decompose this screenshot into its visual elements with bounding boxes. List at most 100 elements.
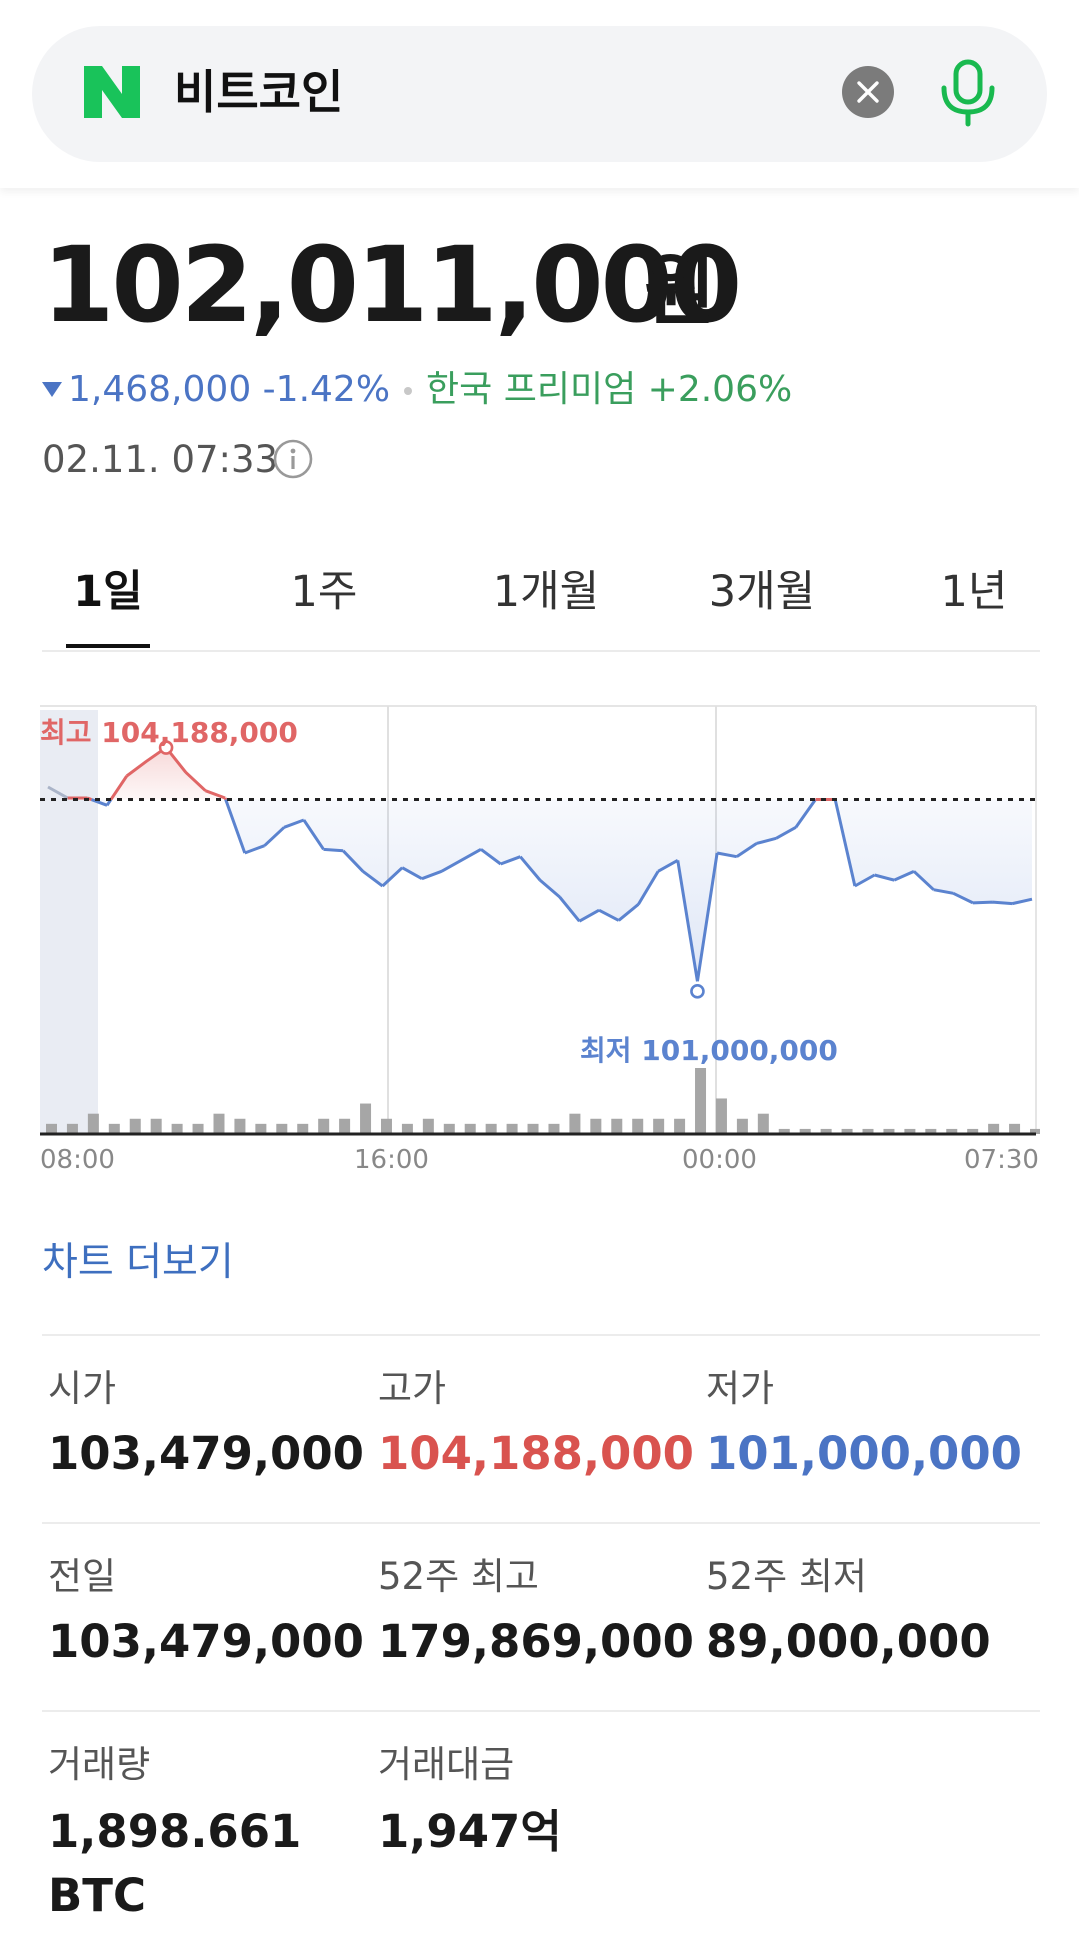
stat-label-low: 저가	[706, 1367, 775, 1410]
down-arrow-icon	[42, 381, 62, 397]
current-price: 102,011,000	[42, 224, 742, 346]
low-label: 최저 101,000,000	[580, 1034, 838, 1067]
area-below-reference	[91, 799, 1032, 982]
volume-bar	[401, 1123, 413, 1134]
volume-bar	[736, 1118, 748, 1134]
info-icon[interactable]	[272, 438, 314, 480]
volume-bar	[904, 1128, 916, 1134]
volume-bar	[1030, 1128, 1040, 1134]
volume-bar	[213, 1113, 225, 1134]
pre-market-shade	[40, 710, 98, 1134]
stats-divider-1	[42, 1522, 1040, 1524]
premium-label: 한국 프리미엄	[426, 369, 637, 410]
volume-bar	[674, 1118, 686, 1134]
volume-bar	[255, 1123, 267, 1134]
stat-value-prev-close: 103,479,000	[48, 1615, 364, 1668]
active-tab-indicator	[66, 644, 150, 648]
volume-bar	[925, 1128, 937, 1134]
volume-bar	[946, 1128, 958, 1134]
period-tabs: 1일 1주 1개월 3개월 1년	[42, 560, 1040, 652]
x-tick-0800: 08:00	[40, 1145, 115, 1175]
volume-bar	[192, 1123, 204, 1134]
tab-1-day[interactable]: 1일	[73, 567, 143, 617]
volume-bar	[590, 1118, 602, 1134]
volume-bar	[632, 1118, 644, 1134]
stat-label-trade-value: 거래대금	[378, 1743, 515, 1786]
volume-bar	[862, 1128, 874, 1134]
volume-bars	[46, 1068, 1040, 1134]
stat-value-volume: 1,898.661	[48, 1805, 302, 1858]
change-percent: -1.42%	[262, 369, 391, 410]
volume-bar	[297, 1123, 309, 1134]
volume-bar	[883, 1128, 895, 1134]
stat-value-volume-unit: BTC	[48, 1869, 147, 1922]
volume-bar	[820, 1128, 832, 1134]
volume-bar	[1009, 1123, 1021, 1134]
volume-bar	[150, 1118, 162, 1134]
quote-datetime: 02.11. 07:33	[42, 438, 279, 481]
chart-more-link[interactable]: 차트 더보기	[42, 1240, 234, 1285]
chart-background	[40, 700, 1040, 1134]
clear-icon[interactable]	[842, 66, 894, 118]
naver-logo-icon[interactable]	[82, 64, 142, 120]
search-query[interactable]: 비트코인	[174, 65, 344, 119]
change-amount: 1,468,000	[68, 369, 252, 410]
volume-bar	[318, 1118, 330, 1134]
volume-bar	[527, 1123, 539, 1134]
volume-bar	[841, 1128, 853, 1134]
x-tick-0730: 07:30	[964, 1145, 1039, 1175]
area-above-reference	[67, 747, 836, 800]
tab-1-week[interactable]: 1주	[290, 567, 358, 617]
volume-bar	[778, 1128, 790, 1134]
volume-bar	[66, 1123, 78, 1134]
stat-value-trade-value: 1,947억	[378, 1805, 562, 1858]
search-header: 비트코인	[0, 0, 1079, 188]
volume-bar	[506, 1123, 518, 1134]
volume-bar	[757, 1113, 769, 1134]
volume-bar	[799, 1128, 811, 1134]
volume-bar	[234, 1118, 246, 1134]
volume-bar	[129, 1118, 141, 1134]
volume-bar	[967, 1128, 979, 1134]
volume-bar	[276, 1123, 288, 1134]
volume-bar	[988, 1123, 1000, 1134]
volume-bar	[171, 1123, 183, 1134]
premium-value: +2.06%	[647, 369, 793, 410]
stat-value-open: 103,479,000	[48, 1427, 364, 1480]
high-label: 최고 104,188,000	[40, 716, 298, 749]
volume-bar	[653, 1118, 665, 1134]
tab-1-year[interactable]: 1년	[940, 567, 1008, 617]
volume-bar	[443, 1123, 455, 1134]
x-tick-0000: 00:00	[682, 1145, 757, 1175]
volume-bar	[715, 1098, 727, 1134]
separator-dot	[404, 387, 413, 395]
tab-1-month[interactable]: 1개월	[492, 567, 600, 617]
volume-bar	[360, 1103, 372, 1134]
stat-label-52w-high: 52주 최고	[378, 1555, 539, 1598]
volume-bar	[569, 1113, 581, 1134]
stats-divider-top	[42, 1334, 1040, 1336]
price-chart[interactable]: 최고 104,188,000 최저 101,000,000 08:00 16:0…	[40, 700, 1040, 1180]
tab-3-month[interactable]: 3개월	[708, 567, 816, 617]
low-marker	[690, 984, 705, 999]
stat-value-high: 104,188,000	[378, 1427, 694, 1480]
stat-value-52w-low: 89,000,000	[706, 1615, 991, 1668]
stat-label-52w-low: 52주 최저	[706, 1555, 867, 1598]
x-tick-1600: 16:00	[354, 1145, 429, 1175]
price-unit: 원	[644, 246, 716, 336]
price-line-below	[90, 798, 1033, 982]
microphone-icon[interactable]	[938, 58, 998, 128]
stat-value-52w-high: 179,869,000	[378, 1615, 694, 1668]
volume-bar	[380, 1118, 392, 1134]
volume-bar	[339, 1118, 351, 1134]
volume-bar	[548, 1123, 560, 1134]
high-marker	[158, 740, 174, 755]
stat-label-prev-close: 전일	[48, 1555, 117, 1598]
stat-label-open: 시가	[48, 1367, 117, 1410]
stats-divider-2	[42, 1710, 1040, 1712]
volume-bar	[464, 1123, 476, 1134]
volume-bar	[695, 1068, 707, 1134]
volume-bar	[108, 1123, 120, 1134]
price-change-row: 1,468,000 -1.42% 한국 프리미엄 +2.06%	[42, 366, 792, 414]
volume-bar	[422, 1118, 434, 1134]
